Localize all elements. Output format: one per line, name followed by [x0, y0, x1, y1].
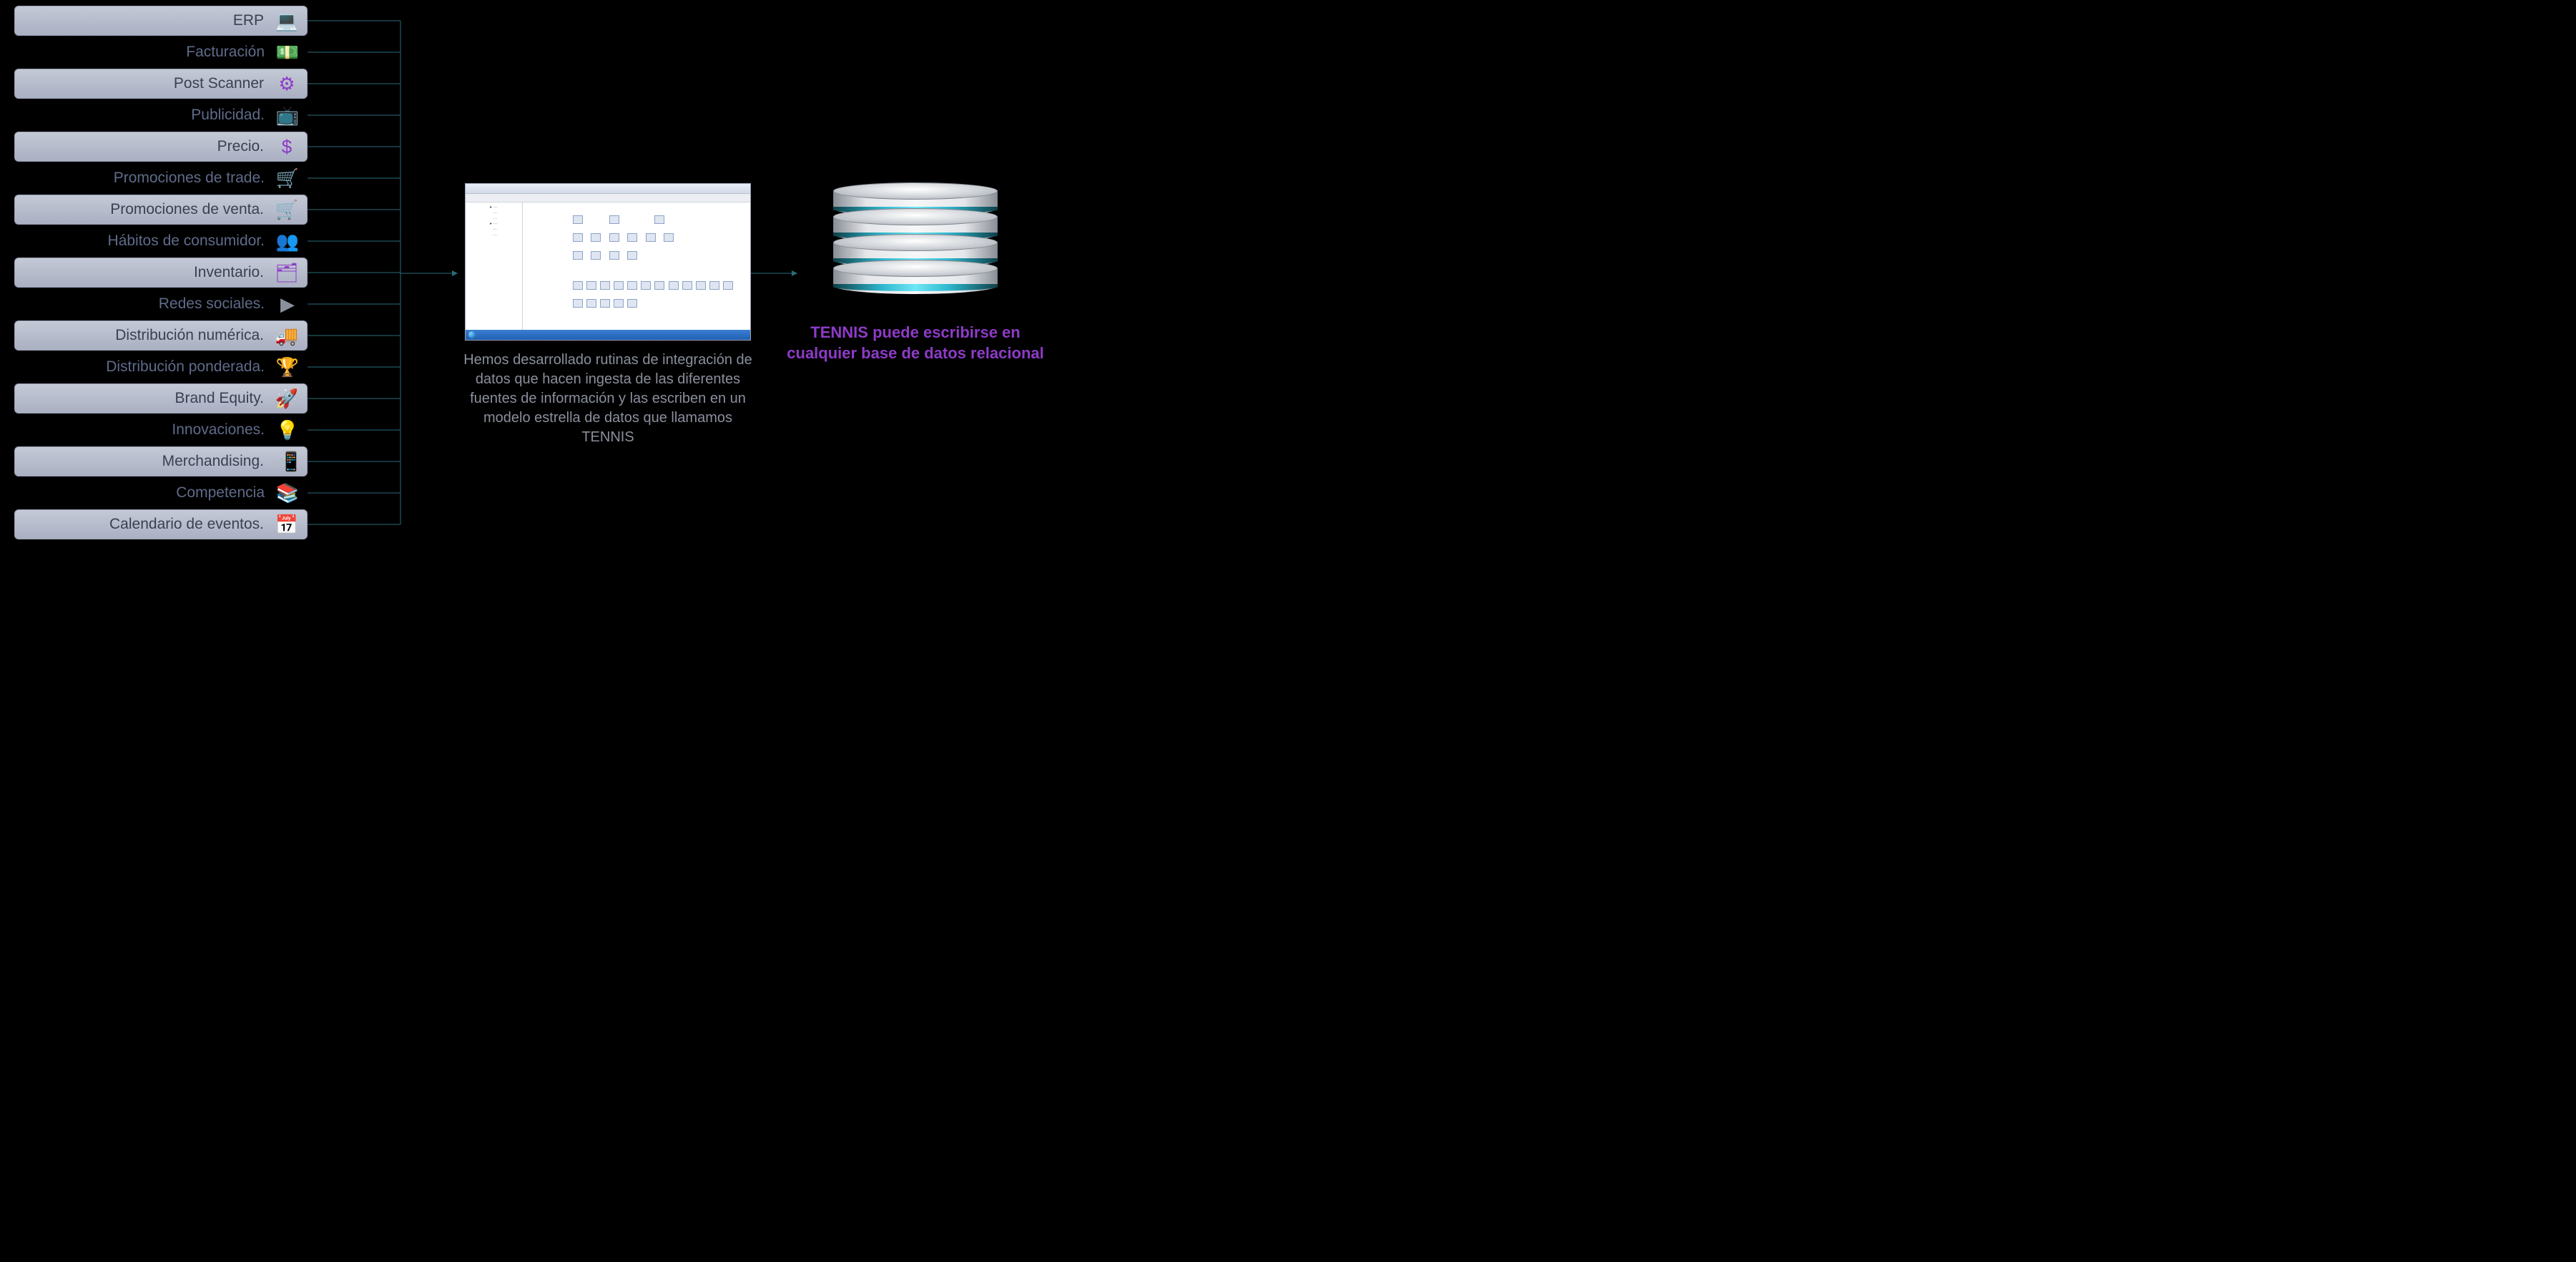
database-disk	[833, 260, 998, 294]
hierarchy-icon: 🗂	[272, 263, 301, 282]
database-icon	[833, 182, 998, 294]
source-row: Hábitos de consumidor.👥	[14, 226, 308, 256]
etl-node	[654, 215, 664, 224]
tablet-share-icon: 📲	[272, 452, 301, 471]
source-row: Distribución numérica.🚚	[14, 321, 308, 351]
source-row: Innovaciones.💡	[14, 415, 308, 445]
stack-icon: 📚	[273, 484, 302, 502]
etl-node	[614, 281, 624, 290]
etl-node	[646, 233, 656, 242]
database-shadow	[822, 291, 1008, 311]
trophy-icon: 🏆	[273, 358, 302, 376]
source-row: Promociones de trade.🛒	[14, 163, 308, 193]
etl-node	[591, 251, 601, 260]
source-label: ERP	[15, 12, 272, 29]
center-caption: Hemos desarrollado rutinas de integració…	[458, 351, 758, 447]
etl-node	[627, 251, 637, 260]
source-row: Inventario.🗂	[14, 258, 308, 288]
etl-node	[609, 233, 619, 242]
source-label: Inventario.	[15, 264, 272, 281]
right-panel: TENNIS puede escribirse en cualquier bas…	[787, 182, 1044, 363]
etl-node	[641, 281, 651, 290]
etl-node	[586, 299, 596, 308]
etl-node	[696, 281, 706, 290]
etl-node	[682, 281, 692, 290]
etl-node	[654, 281, 664, 290]
source-label: Promociones de venta.	[15, 201, 272, 218]
etl-node	[573, 233, 583, 242]
source-label: Publicidad.	[14, 107, 273, 124]
etl-node	[591, 233, 601, 242]
source-label: Brand Equity.	[15, 390, 272, 407]
source-label: Calendario de eventos.	[15, 516, 272, 533]
source-row: Merchandising.📲	[14, 446, 308, 476]
etl-node	[627, 299, 637, 308]
source-label: Distribución ponderada.	[14, 358, 273, 376]
people-icon: 👥	[273, 232, 302, 250]
source-row: Precio.$	[14, 132, 308, 162]
right-caption: TENNIS puede escribirse en cualquier bas…	[787, 323, 1044, 363]
source-label: Facturación	[14, 44, 273, 61]
source-row: Facturación💵	[14, 37, 308, 67]
cart-icon: 🛒	[273, 169, 302, 187]
source-label: Precio.	[15, 138, 272, 155]
source-row: Post Scanner⚙	[14, 69, 308, 99]
runner-cart-icon: 🛒	[272, 200, 301, 219]
etl-toolbar	[466, 194, 750, 202]
etl-screenshot: ▸ ··· ··· ···▸ ··· ··· ···	[465, 183, 751, 341]
etl-node	[600, 281, 610, 290]
etl-taskbar	[466, 330, 750, 340]
source-label: Redes sociales.	[14, 295, 273, 313]
source-row: Publicidad.📺	[14, 100, 308, 130]
etl-titlebar	[466, 184, 750, 194]
etl-node	[609, 215, 619, 224]
etl-node	[573, 251, 583, 260]
source-label: Post Scanner	[15, 75, 272, 92]
laptop-icon: 💻	[272, 11, 301, 30]
source-row: Promociones de venta.🛒	[14, 195, 308, 225]
center-panel: ▸ ··· ··· ···▸ ··· ··· ··· Hemos desarro…	[458, 183, 758, 447]
social-icon: ▶	[273, 295, 302, 313]
source-label: Merchandising.	[15, 453, 272, 470]
etl-node	[614, 299, 624, 308]
source-row: Redes sociales.▶	[14, 289, 308, 319]
calendar-icon: 📅	[272, 515, 301, 534]
etl-node	[573, 215, 583, 224]
bulb-icon: 💡	[273, 421, 302, 439]
source-label: Hábitos de consumidor.	[14, 233, 273, 250]
source-label: Promociones de trade.	[14, 170, 273, 187]
etl-node	[609, 251, 619, 260]
etl-node	[627, 281, 637, 290]
diagram-canvas: ERP💻Facturación💵Post Scanner⚙Publicidad.…	[0, 0, 1116, 547]
gears-icon: ⚙	[272, 74, 301, 93]
etl-node	[664, 233, 674, 242]
tv-icon: 📺	[273, 106, 302, 124]
source-label: Distribución numérica.	[15, 327, 272, 344]
source-label: Competencia	[14, 484, 273, 502]
source-row: ERP💻	[14, 6, 308, 36]
dollar-icon: $	[272, 137, 301, 156]
etl-node	[723, 281, 733, 290]
etl-node	[669, 281, 679, 290]
etl-node	[709, 281, 719, 290]
etl-node	[586, 281, 596, 290]
etl-node	[573, 281, 583, 290]
etl-tree-panel: ▸ ··· ··· ···▸ ··· ··· ···	[466, 202, 523, 330]
source-row: Competencia📚	[14, 478, 308, 508]
truck-icon: 🚚	[272, 326, 301, 345]
source-row: Calendario de eventos.📅	[14, 509, 308, 539]
etl-node	[573, 299, 583, 308]
source-row: Distribución ponderada.🏆	[14, 352, 308, 382]
etl-node	[600, 299, 610, 308]
etl-node	[627, 233, 637, 242]
rocket-icon: 🚀	[272, 389, 301, 408]
etl-flow-canvas	[523, 202, 750, 330]
bill-icon: 💵	[273, 43, 302, 62]
source-list: ERP💻Facturación💵Post Scanner⚙Publicidad.…	[14, 6, 308, 541]
source-label: Innovaciones.	[14, 421, 273, 439]
source-row: Brand Equity.🚀	[14, 383, 308, 414]
